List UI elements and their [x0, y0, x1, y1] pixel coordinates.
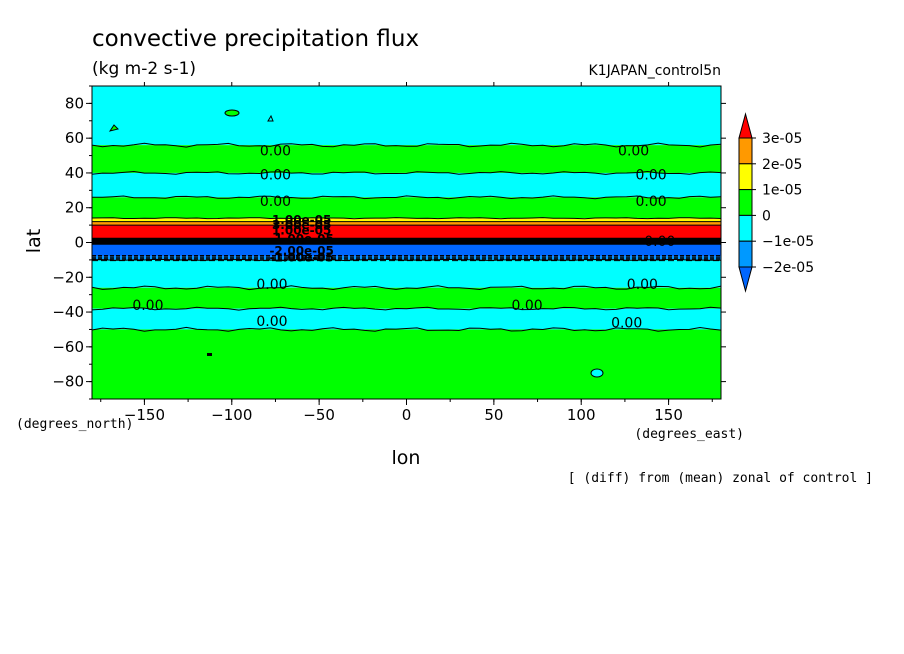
- colorbar-label: −1e-05: [762, 234, 814, 250]
- x-tick-label: −100: [211, 406, 252, 424]
- contour-band: [92, 197, 721, 219]
- equatorial-contour-lines: [92, 221, 721, 262]
- y-tick-label: 0: [74, 234, 84, 252]
- colorbar-swatch: [738, 189, 753, 216]
- contour-band: [92, 86, 721, 146]
- contour-label: 0.00: [618, 143, 649, 159]
- colorbar-label: 3e-05: [762, 131, 802, 147]
- chart-units: (kg m-2 s-1): [92, 59, 196, 79]
- small-contour-islands: [108, 109, 604, 378]
- colorbar-label: 0: [762, 208, 771, 224]
- colorbar-swatch: [738, 214, 753, 242]
- y-tick-label: 20: [65, 199, 84, 217]
- colorbar-swatch: [738, 137, 753, 165]
- x-tick-label: 0: [402, 406, 412, 424]
- contour-line: [92, 195, 722, 200]
- contour-labels: 0.00 0.00 0.00 0.00 0.00 0.00 0.00 0.00 0.00 0.00…: [132, 143, 675, 331]
- plot-area: 0.00 0.00 0.00 0.00 0.00 0.00 0.00 0.00 0.00 0.00…: [91, 85, 722, 400]
- contour-band: [92, 221, 721, 226]
- x-tick-label: 150: [654, 406, 683, 424]
- x-tick-label: 100: [567, 406, 596, 424]
- x-tick-label: 50: [484, 406, 503, 424]
- contour-label: 0.00: [260, 168, 291, 184]
- x-tick-label: −150: [124, 406, 165, 424]
- contour-band: [92, 287, 721, 309]
- y-tick-label: 80: [65, 94, 84, 112]
- contour-band: [92, 259, 721, 288]
- contour-label: 0.00: [636, 194, 667, 210]
- x-unit-label: (degrees_east): [634, 427, 744, 442]
- contour-island: [108, 124, 119, 132]
- colorbar-label: −2e-05: [762, 260, 814, 276]
- contour-label: 0.00: [260, 143, 291, 159]
- contour-line: [91, 170, 722, 175]
- contour-line: [91, 285, 722, 291]
- y-tick-label: 60: [65, 129, 84, 147]
- contour-band: [92, 172, 721, 198]
- y-tick-label: −80: [52, 373, 84, 391]
- contour-label: 0.00: [132, 298, 163, 314]
- contour-island: [224, 109, 240, 117]
- contour-label: -1.00e-05: [269, 232, 333, 246]
- contour-band: [92, 218, 721, 222]
- x-axis: −150 −100 −50 0 50 100 150: [100, 82, 713, 424]
- contour-label: 0.00: [627, 277, 658, 293]
- y-tick-label: −40: [52, 303, 84, 321]
- contour-label: 0.00: [511, 298, 542, 314]
- contour-band: [92, 225, 721, 240]
- colorbar-swatch: [738, 266, 753, 293]
- contour-label: 0.00: [644, 234, 675, 250]
- contour-line: [91, 306, 722, 311]
- x-tick-label: −50: [303, 406, 335, 424]
- contour-island: [207, 353, 212, 356]
- contour-label: 1.00e-05: [272, 213, 331, 227]
- contour-label: 0.00: [611, 315, 642, 331]
- y-tick-label: −60: [52, 338, 84, 356]
- contour-line: [91, 326, 722, 332]
- contour-band: [92, 329, 721, 399]
- colorbar-swatch: [738, 163, 753, 191]
- y-unit-label: (degrees_north): [16, 417, 133, 432]
- contour-label: 0.00: [256, 277, 287, 293]
- contour-label: 0.00: [260, 194, 291, 210]
- contour-label: 3.00e-05: [272, 218, 331, 232]
- contour-island: [267, 114, 274, 122]
- contour-island: [590, 368, 604, 378]
- diff-note: [ (diff) from (mean) zonal of control ]: [568, 471, 873, 486]
- x-axis-label: lon: [392, 447, 421, 469]
- contour-label: -1.00e-05: [269, 250, 333, 264]
- colorbar-label: 2e-05: [762, 157, 802, 173]
- contour-band: [92, 145, 721, 173]
- run-label: K1JAPAN_control5n: [589, 63, 721, 79]
- y-tick-label: −20: [52, 268, 84, 286]
- y-axis: −80 −60 −40 −20 0 20 40 60 80: [52, 85, 726, 400]
- y-axis-label: lat: [23, 229, 45, 253]
- contour-label: 1.00e-05: [272, 223, 331, 237]
- colorbar-swatch: [738, 112, 753, 139]
- y-tick-label: 40: [65, 164, 84, 182]
- chart-title: convective precipitation flux: [92, 26, 419, 52]
- colorbar-label: 1e-05: [762, 183, 802, 199]
- contour-band: [92, 308, 721, 330]
- contour-label: 0.00: [636, 168, 667, 184]
- colorbar-swatch: [738, 240, 753, 268]
- colorbar-legend: 3e-05 2e-05 1e-05 0 −1e-05 −2e-05: [738, 112, 814, 293]
- contour-label: 0.00: [256, 314, 287, 330]
- contour-line: [91, 142, 722, 148]
- contour-line: [91, 217, 722, 220]
- contour-label: -2.00e-05: [269, 244, 333, 258]
